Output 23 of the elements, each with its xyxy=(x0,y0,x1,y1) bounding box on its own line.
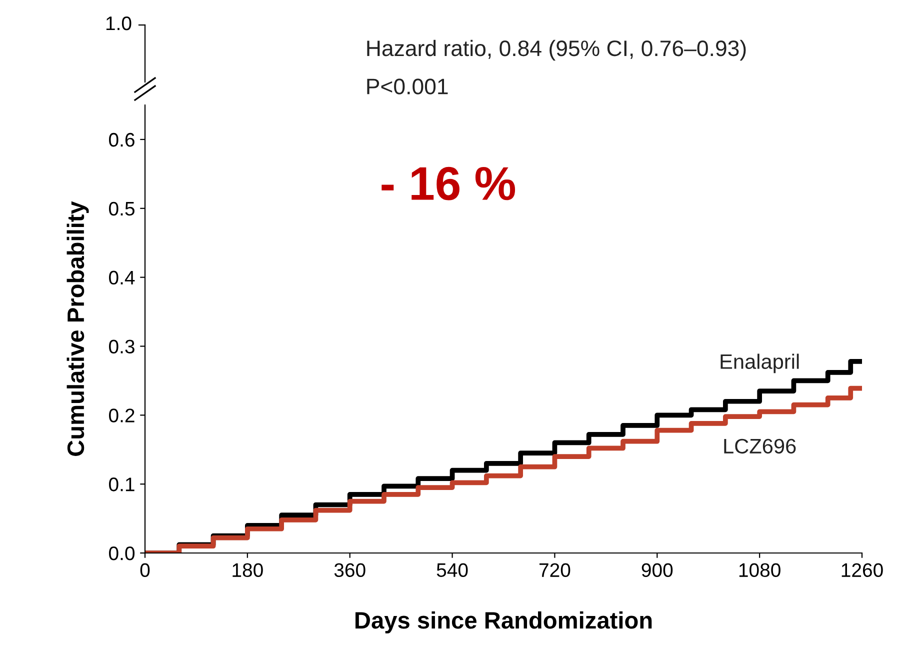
y-axis-title: Cumulative Probability xyxy=(66,201,89,456)
y-tick-label: 0.6 xyxy=(109,132,134,147)
x-tick-label: 180 xyxy=(232,563,263,578)
y-tick-label: 0.2 xyxy=(109,408,134,422)
x-axis-title: Days since Randomization xyxy=(356,611,652,634)
x-tick-label: 1260 xyxy=(842,563,883,578)
series-label: LCZ696 xyxy=(724,438,796,454)
text: Hazard ratio, 0.84 (95% CI, 0.76–0.93) xyxy=(367,40,746,61)
y-tick-label: 0.5 xyxy=(109,202,134,216)
x-tick-label: 1080 xyxy=(739,563,780,578)
x-tick-label: 360 xyxy=(334,563,366,578)
x-tick-label: 720 xyxy=(539,563,570,578)
x-tick-label: 900 xyxy=(642,563,673,578)
y-tick-label: 0.1 xyxy=(109,478,134,492)
y-tick-label: 0.4 xyxy=(109,270,135,285)
y-tick-label: 0.3 xyxy=(109,340,134,354)
text: P<0.001 xyxy=(367,78,448,94)
y-tick-label: 0.0 xyxy=(109,546,135,560)
series-label: Enalapril xyxy=(720,354,799,374)
x-tick-label: 540 xyxy=(436,563,468,578)
text: 1.0 xyxy=(106,16,132,30)
x-tick-label: 0 xyxy=(140,563,150,578)
annotation: - 16 % xyxy=(382,166,516,200)
